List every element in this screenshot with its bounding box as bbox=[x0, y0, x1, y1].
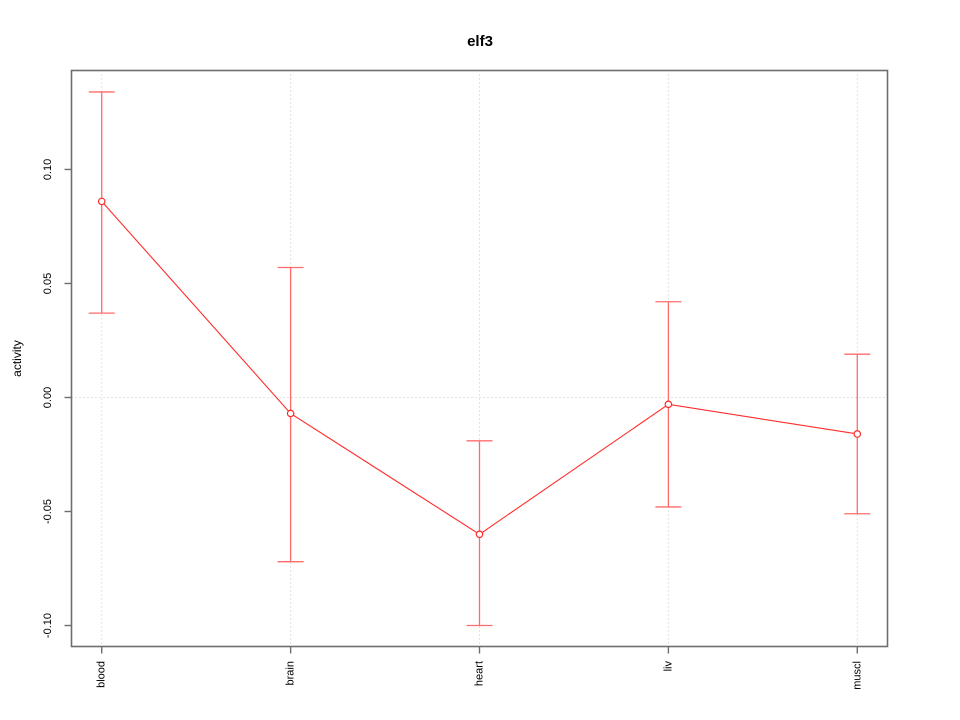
data-point bbox=[97, 197, 106, 206]
x-tick-label: liv bbox=[662, 661, 674, 672]
y-tick-label: -0.10 bbox=[42, 613, 54, 638]
y-tick-label: 0.10 bbox=[42, 159, 54, 180]
y-tick-label: -0.05 bbox=[42, 499, 54, 524]
y-tick-label: 0.00 bbox=[42, 387, 54, 408]
x-tick-label: brain bbox=[285, 661, 297, 685]
y-tick-label: 0.05 bbox=[42, 273, 54, 294]
data-point bbox=[475, 530, 484, 539]
x-tick-label: heart bbox=[474, 661, 486, 686]
data-point bbox=[286, 409, 295, 418]
chart-title: elf3 bbox=[467, 33, 493, 50]
axis-layer: -0.10 -0.05 0.00 0.05 0.10 blood brain heart liv… bbox=[42, 159, 863, 690]
y-axis-label: activity bbox=[10, 340, 24, 377]
x-tick-label: muscl bbox=[851, 661, 863, 690]
x-tick-label: blood bbox=[96, 661, 108, 688]
data-point bbox=[853, 430, 862, 438]
series-layer bbox=[88, 91, 871, 627]
data-point bbox=[664, 400, 673, 409]
